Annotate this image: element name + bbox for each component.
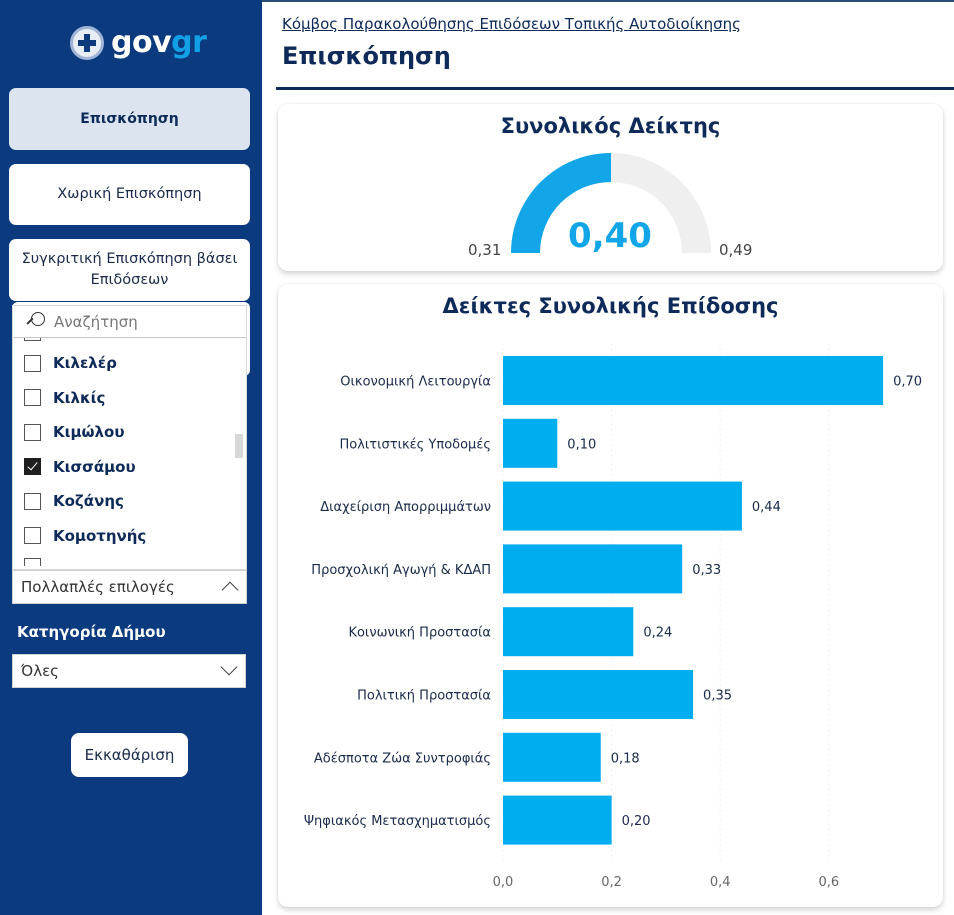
- municipality-search-input[interactable]: [54, 312, 224, 331]
- municipality-select[interactable]: Πολλαπλές επιλογές: [12, 570, 247, 604]
- checkbox[interactable]: [24, 492, 41, 510]
- top-border: [262, 0, 954, 2]
- gauge-fill: [511, 153, 611, 253]
- overall-index-card: Συνολικός Δείκτης 0,31 0,40 0,49: [278, 104, 943, 271]
- list-item[interactable]: Κοζάνης: [13, 484, 238, 519]
- municipality-dropdown-list: Κιλελέρ Κιλκίς Κιμώλου Κισσάμου Κοζάνης …: [12, 305, 247, 570]
- bar[interactable]: [503, 544, 683, 594]
- list-item-label: Κιμώλου: [53, 423, 125, 442]
- gauge-title: Συνολικός Δείκτης: [500, 114, 721, 138]
- data-label: 0,20: [622, 814, 651, 829]
- nav-spatial-overview-label: Χωρική Επισκόπηση: [57, 185, 202, 202]
- checkbox[interactable]: [24, 389, 41, 407]
- list-item[interactable]: Κιλελέρ: [13, 346, 238, 381]
- bar-chart: 0,0 0,2 0,4 0,6 Οικονομική Λειτουργία 0,70 Πολ…: [304, 344, 922, 890]
- checkbox[interactable]: [24, 423, 41, 441]
- search-icon: [25, 311, 45, 332]
- category-label: Αδέσποτα Ζώα Συντροφιάς: [314, 751, 491, 766]
- nav-overview-label: Επισκόπηση: [80, 110, 179, 127]
- logo-gr: gr: [171, 25, 207, 60]
- data-label: 0,70: [893, 375, 922, 390]
- category-value: Όλες: [21, 662, 59, 680]
- header-divider: [276, 87, 954, 90]
- search-row: [13, 306, 246, 338]
- bar[interactable]: [503, 670, 694, 719]
- x-tick-label: 0,0: [493, 875, 514, 890]
- gauge-value: 0,40: [568, 216, 652, 256]
- category-label: Οικονομική Λειτουργία: [340, 375, 491, 390]
- category-select[interactable]: Όλες: [12, 654, 246, 688]
- bar[interactable]: [503, 607, 634, 657]
- x-tick-label: 0,4: [710, 875, 731, 890]
- list-item-label: Κισσάμου: [53, 457, 136, 476]
- category-label: Ψηφιακός Μετασχηματισμός: [304, 814, 491, 829]
- logo-gov: gov: [111, 25, 172, 60]
- selection-summary: Πολλαπλές επιλογές: [21, 578, 175, 596]
- clear-filters-label: Εκκαθάριση: [84, 746, 175, 764]
- logo-text: govgr: [111, 25, 207, 60]
- data-label: 0,33: [692, 563, 721, 578]
- gauge-max-label: 0,49: [719, 241, 753, 259]
- data-label: 0,35: [703, 689, 732, 704]
- data-label: 0,18: [611, 751, 640, 766]
- category-label: Κοινωνική Προστασία: [348, 626, 491, 641]
- list-item[interactable]: Κιλκίς: [13, 381, 238, 416]
- bar-chart-title: Δείκτες Συνολικής Επίδοσης: [442, 294, 779, 318]
- x-tick-label: 0,2: [601, 875, 622, 890]
- checkbox-checked[interactable]: [24, 458, 41, 476]
- list-item-label: Κιλελέρ: [53, 354, 117, 373]
- data-label: 0,24: [643, 626, 672, 641]
- chevron-up-icon[interactable]: [221, 581, 239, 599]
- data-label: 0,44: [752, 500, 781, 515]
- checkbox[interactable]: [24, 527, 41, 545]
- page-title: Επισκόπηση: [282, 42, 451, 70]
- data-label: 0,10: [567, 437, 596, 452]
- x-tick-label: 0,6: [818, 875, 839, 890]
- list-scrollbar[interactable]: [235, 434, 243, 458]
- bar[interactable]: [503, 356, 884, 405]
- category-label: Πολιτιστικές Υποδομές: [339, 437, 491, 452]
- govgr-logo: govgr: [70, 25, 207, 60]
- nav-spatial-overview-button[interactable]: Χωρική Επισκόπηση: [9, 164, 250, 225]
- checkbox[interactable]: [24, 354, 41, 372]
- category-label: Πολιτική Προστασία: [357, 689, 491, 704]
- breadcrumb[interactable]: Κόμβος Παρακολούθησης Επιδόσεων Τοπικής …: [282, 15, 741, 33]
- gauge-chart: [511, 153, 711, 253]
- bar[interactable]: [503, 795, 612, 845]
- list-item-label: Κιλκίς: [53, 388, 106, 407]
- list-item[interactable]: Κισσάμου: [13, 450, 238, 485]
- greek-coat-of-arms-icon: [70, 26, 104, 60]
- nav-comparative-overview-button[interactable]: Συγκριτική Επισκόπηση βάσει Επιδόσεων: [9, 239, 250, 301]
- gauge-min-label: 0,31: [468, 241, 502, 259]
- partial-checkbox[interactable]: [24, 335, 41, 341]
- list-item-label: Κομοτηνής: [53, 526, 147, 545]
- bar[interactable]: [503, 481, 742, 531]
- list-item[interactable]: Κιμώλου: [13, 415, 238, 450]
- clear-filters-button[interactable]: Εκκαθάριση: [71, 733, 188, 777]
- category-label: Προσχολική Αγωγή & ΚΔΑΠ: [311, 563, 491, 578]
- performance-indices-card: Δείκτες Συνολικής Επίδοσης 0,0 0,2 0,4 0,6 Ο…: [278, 284, 943, 907]
- partial-checkbox[interactable]: [24, 558, 41, 566]
- category-label: Κατηγορία Δήμου: [17, 623, 166, 641]
- nav-comparative-overview-label: Συγκριτική Επισκόπηση βάσει Επιδόσεων: [21, 250, 238, 288]
- chevron-down-icon[interactable]: [220, 658, 238, 676]
- nav-overview-button[interactable]: Επισκόπηση: [9, 88, 250, 150]
- municipality-list: Κιλελέρ Κιλκίς Κιμώλου Κισσάμου Κοζάνης …: [13, 346, 238, 553]
- list-item[interactable]: Κομοτηνής: [13, 519, 238, 554]
- bar[interactable]: [503, 732, 601, 782]
- category-label: Διαχείριση Απορριμμάτων: [320, 500, 491, 515]
- list-item-label: Κοζάνης: [53, 492, 124, 511]
- sidebar: govgr Επισκόπηση Χωρική Επισκόπηση Συγκρ…: [0, 0, 262, 915]
- bar[interactable]: [503, 418, 558, 468]
